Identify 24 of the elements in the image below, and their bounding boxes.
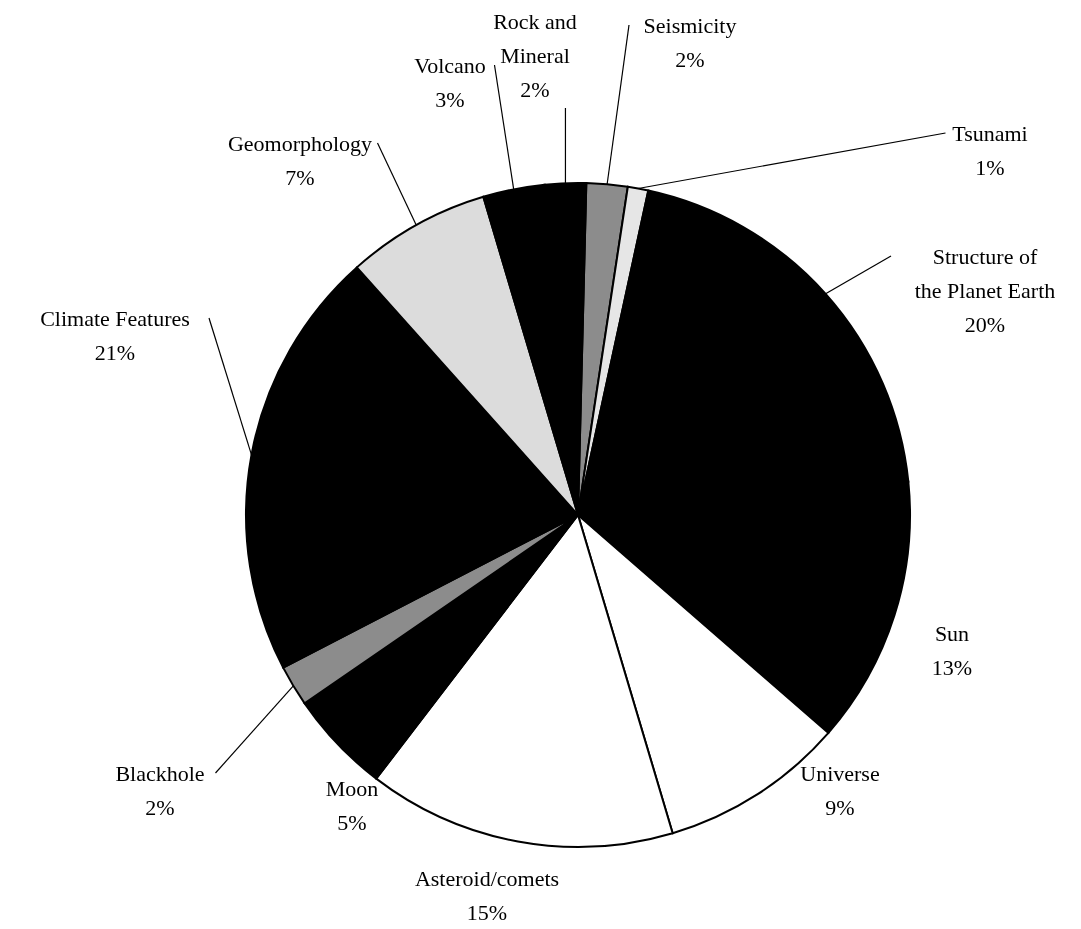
slice-label: Sun xyxy=(934,620,970,646)
slice-label: Seismicity xyxy=(643,12,737,38)
data-label: 9% xyxy=(825,794,855,820)
slice-label: Climate Features xyxy=(40,305,190,331)
data-label: 2% xyxy=(675,46,705,72)
slice-label: Tsunami xyxy=(952,120,1028,146)
slice-label: Rock and Mineral xyxy=(493,8,577,68)
slice-label: Blackhole xyxy=(115,760,205,786)
slice-label: Structure of the Planet Earth xyxy=(914,243,1056,303)
data-label: 7% xyxy=(285,164,315,190)
data-label: 2% xyxy=(145,794,175,820)
slice-label: Volcano xyxy=(414,52,486,78)
slice-label: Geomorphology xyxy=(227,130,373,156)
data-label: 3% xyxy=(435,86,465,112)
data-label: 2% xyxy=(520,76,550,102)
slice-label: Asteroid/comets xyxy=(414,865,560,891)
data-label: 5% xyxy=(337,809,367,835)
data-label: 1% xyxy=(975,154,1005,180)
data-label: 15% xyxy=(466,899,508,925)
data-label: 13% xyxy=(931,654,973,680)
slice-label: Universe xyxy=(800,760,880,786)
data-label: 20% xyxy=(964,311,1006,337)
data-label: 21% xyxy=(94,339,136,365)
slice-label: Moon xyxy=(325,775,379,801)
